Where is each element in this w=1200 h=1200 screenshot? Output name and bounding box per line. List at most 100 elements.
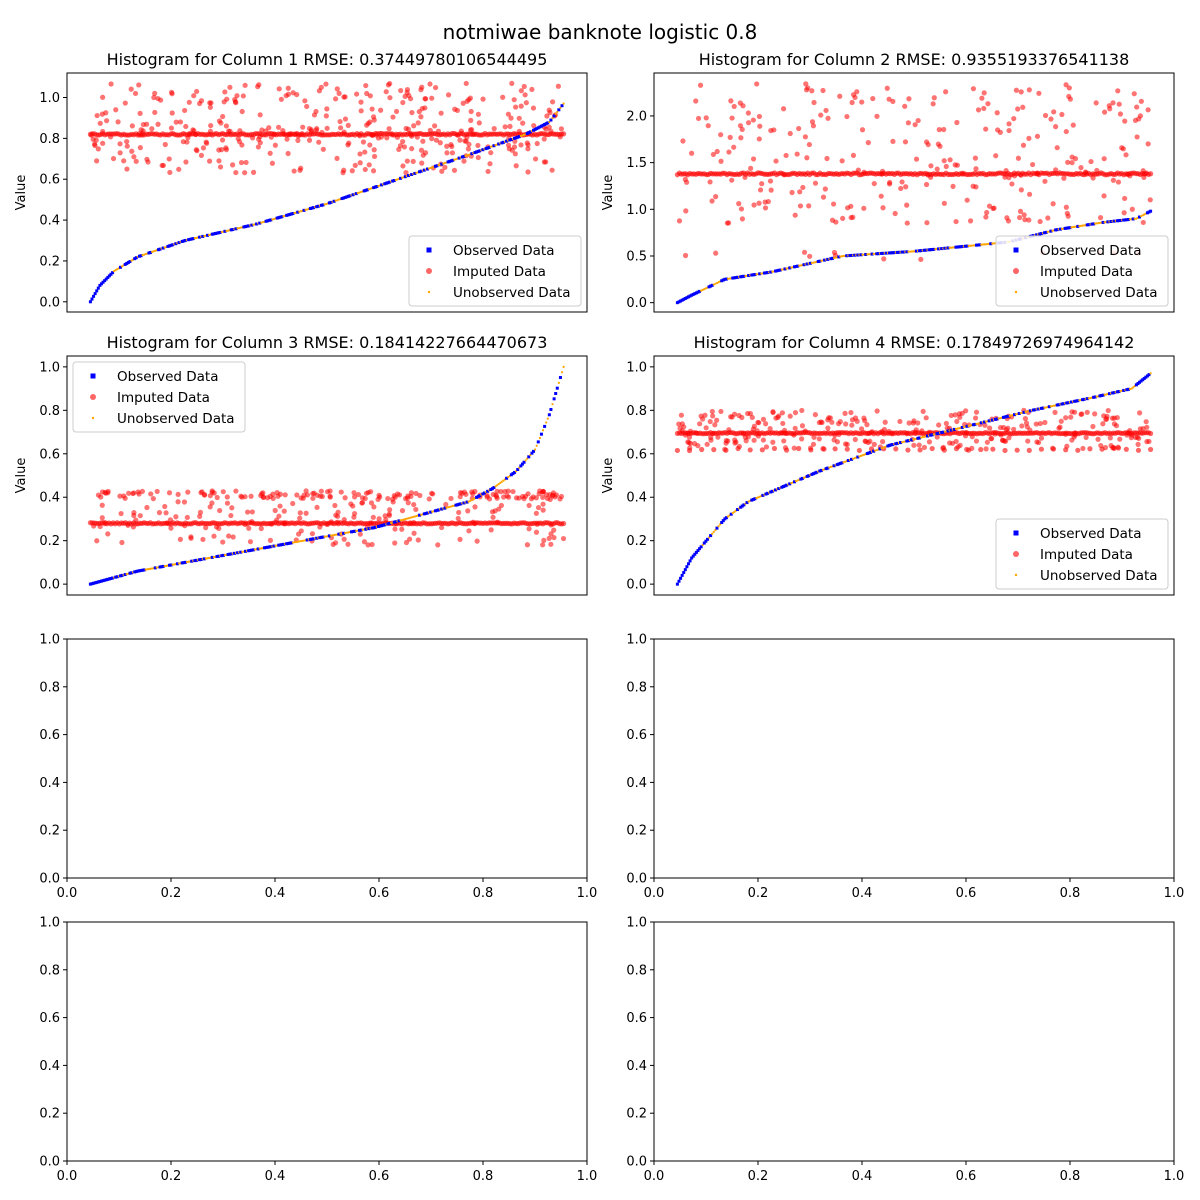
imputed-point [393,108,400,115]
imputed-point [341,536,347,542]
observed-point [902,250,906,254]
observed-point [429,510,433,514]
unobserved-point [983,243,986,246]
imputed-point [369,106,375,112]
imputed-point [947,157,953,163]
x-tick-label: 1.0 [577,886,598,901]
imputed-point [451,167,458,173]
observed-point [505,139,509,143]
observed-point [449,159,453,163]
observed-point [788,482,792,486]
y-tick-label: 1.0 [39,633,60,648]
axes-frame [66,921,588,1162]
observed-point [90,297,94,301]
observed-point [500,141,504,145]
imputed-point [240,93,246,99]
observed-point [720,521,724,525]
observed-point [435,508,439,512]
observed-point [364,527,368,531]
observed-point [340,197,344,201]
observed-point [799,477,803,481]
observed-point [1047,405,1051,409]
observed-point [1098,394,1102,398]
imputed-point [363,82,369,89]
imputed-point [511,97,517,103]
observed-point [289,541,293,545]
imputed-point [337,118,343,125]
observed-point [849,253,853,257]
imputed-point [501,494,507,500]
observed-point [342,196,346,200]
y-tick-label: 0.2 [626,1107,647,1122]
observed-point [509,137,513,141]
y-tick-label: 0.8 [39,680,60,695]
imputed-point [512,138,518,144]
observed-point [190,237,194,241]
observed-point [778,268,782,272]
observed-point [103,279,107,283]
observed-point [723,277,727,281]
legend-marker-imputed [90,394,96,400]
observed-point [198,235,202,239]
observed-point [675,301,679,305]
imputed-point [964,197,970,203]
observed-point [1055,228,1059,232]
imputed-point [1006,121,1012,127]
observed-point [802,263,806,267]
imputed-point [207,493,213,499]
observed-point [489,488,493,492]
observed-point [194,558,198,562]
observed-point [425,167,429,171]
imputed-point [760,416,767,422]
observed-point [1049,229,1053,233]
imputed-point [439,168,445,174]
imputed-point [510,488,516,495]
observed-point [753,273,757,277]
imputed-point [738,135,744,141]
observed-point [111,576,115,580]
observed-point [840,461,844,465]
imputed-point [677,425,683,432]
imputed-point [422,150,429,156]
observed-point [679,576,683,580]
imputed-point [342,94,348,100]
imputed-point [783,152,789,159]
imputed-point [1088,158,1094,165]
imputed-point [792,212,798,218]
unobserved-point [551,403,554,406]
imputed-point [297,515,303,521]
observed-point [457,502,461,506]
imputed-point [403,539,410,546]
legend-frame [995,235,1169,307]
observed-point [149,250,153,254]
observed-point [158,565,162,569]
observed-point [766,491,770,495]
imputed-point [984,439,990,445]
observed-point [202,557,206,561]
imputed-point [357,151,363,157]
observed-point [536,440,540,444]
observed-point [315,205,319,209]
imputed-point [432,84,439,91]
observed-point [793,480,797,484]
observed-point [315,536,319,540]
observed-point [751,273,755,277]
imputed-point [728,98,734,104]
observed-point [386,181,390,185]
observed-point [327,534,331,538]
observed-point [705,537,709,541]
observed-point [212,232,216,236]
imputed-point [856,447,863,454]
imputed-point [463,80,469,87]
imputed-point [367,119,373,125]
imputed-point [727,134,733,141]
observed-point [137,569,141,573]
observed-point [783,267,787,271]
observed-point [1125,218,1129,222]
observed-point [724,516,728,520]
imputed-point [365,542,371,548]
x-tick-label: 0.4 [852,1169,873,1184]
imputed-point [1115,179,1122,185]
imputed-point [349,168,355,174]
imputed-point [912,122,918,128]
